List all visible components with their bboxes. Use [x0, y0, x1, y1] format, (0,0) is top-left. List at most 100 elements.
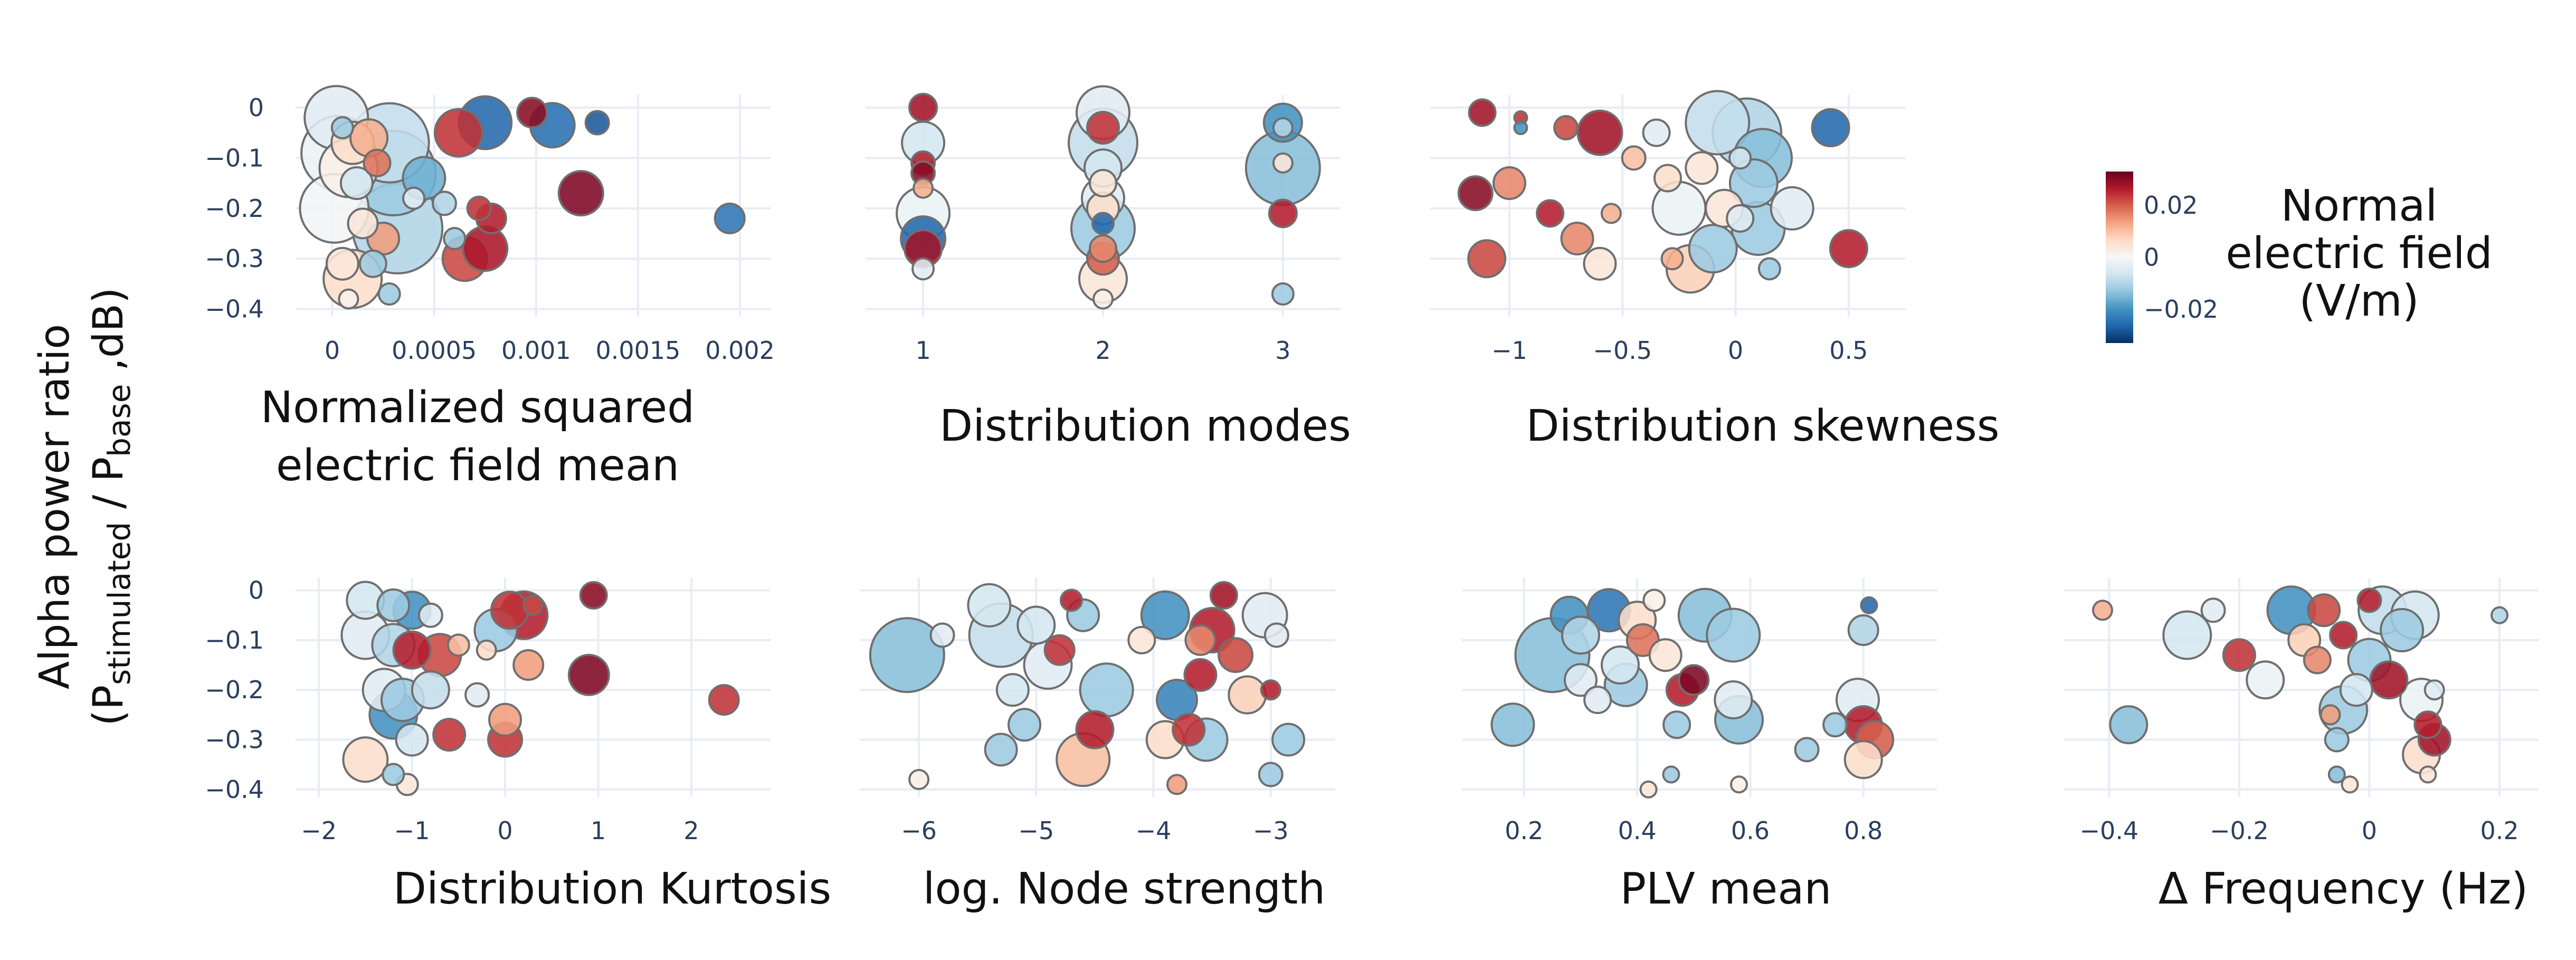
scatter-panel-3: −1 −0.5 0 0.5 Distribution skewness [1430, 90, 2000, 451]
x-tick-label: 0.6 [1731, 816, 1770, 845]
data-point [2339, 673, 2373, 707]
data-point [2329, 621, 2358, 650]
data-point [2356, 587, 2382, 613]
x-tick-label: −2 [301, 816, 337, 845]
data-point [1016, 605, 1056, 645]
data-point [1089, 169, 1117, 198]
scatter-panel-1: 0 0.0005 0.001 0.0015 0.002 0 −0.1 −0.2 −0.3 −0.4… [205, 84, 775, 491]
data-point [1268, 198, 1298, 229]
data-point [1685, 90, 1751, 156]
data-point [1127, 625, 1156, 654]
data-point [339, 166, 374, 201]
data-point [1726, 204, 1755, 233]
x-tick-label: 0.0015 [595, 336, 680, 365]
data-point [2320, 704, 2341, 726]
data-point [392, 630, 432, 670]
data-point [1601, 645, 1640, 685]
colorbar-title-line-2: electric field [2226, 229, 2493, 279]
x-tick-label: 0.2 [2480, 816, 2518, 845]
data-point [1600, 203, 1622, 224]
data-point [342, 736, 389, 783]
data-point [1642, 588, 1666, 612]
data-point [443, 227, 467, 251]
data-point [1209, 581, 1238, 610]
data-point [1457, 175, 1494, 212]
data-point [912, 177, 934, 199]
data-point [1493, 166, 1526, 201]
x-tick-label: 0.001 [501, 336, 571, 365]
data-point [908, 768, 930, 790]
data-point [432, 718, 467, 752]
data-point [1228, 675, 1267, 715]
data-point [1467, 239, 1507, 279]
data-point [1536, 199, 1565, 228]
data-point [376, 588, 411, 622]
y-tick-label: −0.1 [205, 626, 264, 654]
data-point [1847, 614, 1879, 647]
data-point [1089, 234, 1117, 263]
data-point [1218, 637, 1254, 673]
data-point [446, 633, 470, 657]
data-point [1714, 680, 1753, 720]
x-axis-title: Distribution skewness [1526, 401, 1999, 451]
data-point [1272, 117, 1294, 139]
data-point [488, 702, 522, 737]
data-point [2246, 660, 2285, 700]
colorbar-title-line-1: Normal [2281, 181, 2438, 231]
data-point [1843, 740, 1883, 780]
data-point [1043, 634, 1076, 666]
x-tick-label: 2 [1095, 336, 1110, 365]
data-point [1757, 257, 1781, 281]
data-point [1513, 120, 1528, 136]
data-point [338, 288, 359, 310]
y-tick-label: −0.3 [205, 726, 264, 754]
data-point [1822, 712, 1848, 738]
data-point [2222, 638, 2256, 672]
data-point [1583, 246, 1617, 281]
x-axis-title: Distribution modes [939, 401, 1351, 451]
data-point [363, 148, 392, 177]
data-point [1271, 723, 1306, 757]
y-tick-label: −0.2 [205, 676, 264, 704]
data-point [2327, 765, 2346, 784]
data-point [584, 110, 610, 136]
data-point [869, 617, 945, 693]
data-point [1271, 282, 1295, 306]
x-tick-label: 0.2 [1505, 816, 1543, 845]
data-point [1829, 229, 1868, 269]
x-tick-label: 1 [915, 336, 930, 365]
data-point [908, 92, 938, 122]
y-axis-title: Alpha power ratio [31, 324, 79, 689]
data-point [1660, 247, 1684, 271]
data-point [1091, 212, 1115, 235]
x-axis-title: electric field mean [276, 441, 679, 491]
data-point [1583, 686, 1612, 715]
data-point [1258, 762, 1284, 787]
data-point [1553, 115, 1579, 141]
x-axis-title: Distribution Kurtosis [393, 864, 831, 914]
x-tick-label: −5 [1018, 816, 1054, 845]
x-tick-label: −1 [394, 816, 430, 845]
data-point [1086, 111, 1120, 145]
x-tick-label: 0 [2362, 816, 2377, 845]
data-point [1653, 164, 1682, 193]
data-point [1075, 710, 1115, 749]
data-point [579, 581, 608, 610]
data-point [347, 207, 379, 240]
data-point [1263, 622, 1289, 648]
data-point [2200, 597, 2226, 623]
x-tick-label: −4 [1136, 816, 1172, 845]
data-point [1007, 708, 1042, 742]
colorbar-gradient [2106, 172, 2133, 343]
data-point [2162, 610, 2212, 660]
y-tick-label: −0.1 [205, 144, 264, 172]
data-point [567, 653, 610, 696]
data-point [431, 191, 457, 216]
data-point [1688, 224, 1738, 274]
data-point [1794, 737, 1820, 763]
data-point [377, 282, 401, 306]
x-tick-label: 2 [683, 816, 699, 845]
data-point [1561, 615, 1600, 655]
data-point [557, 170, 604, 217]
